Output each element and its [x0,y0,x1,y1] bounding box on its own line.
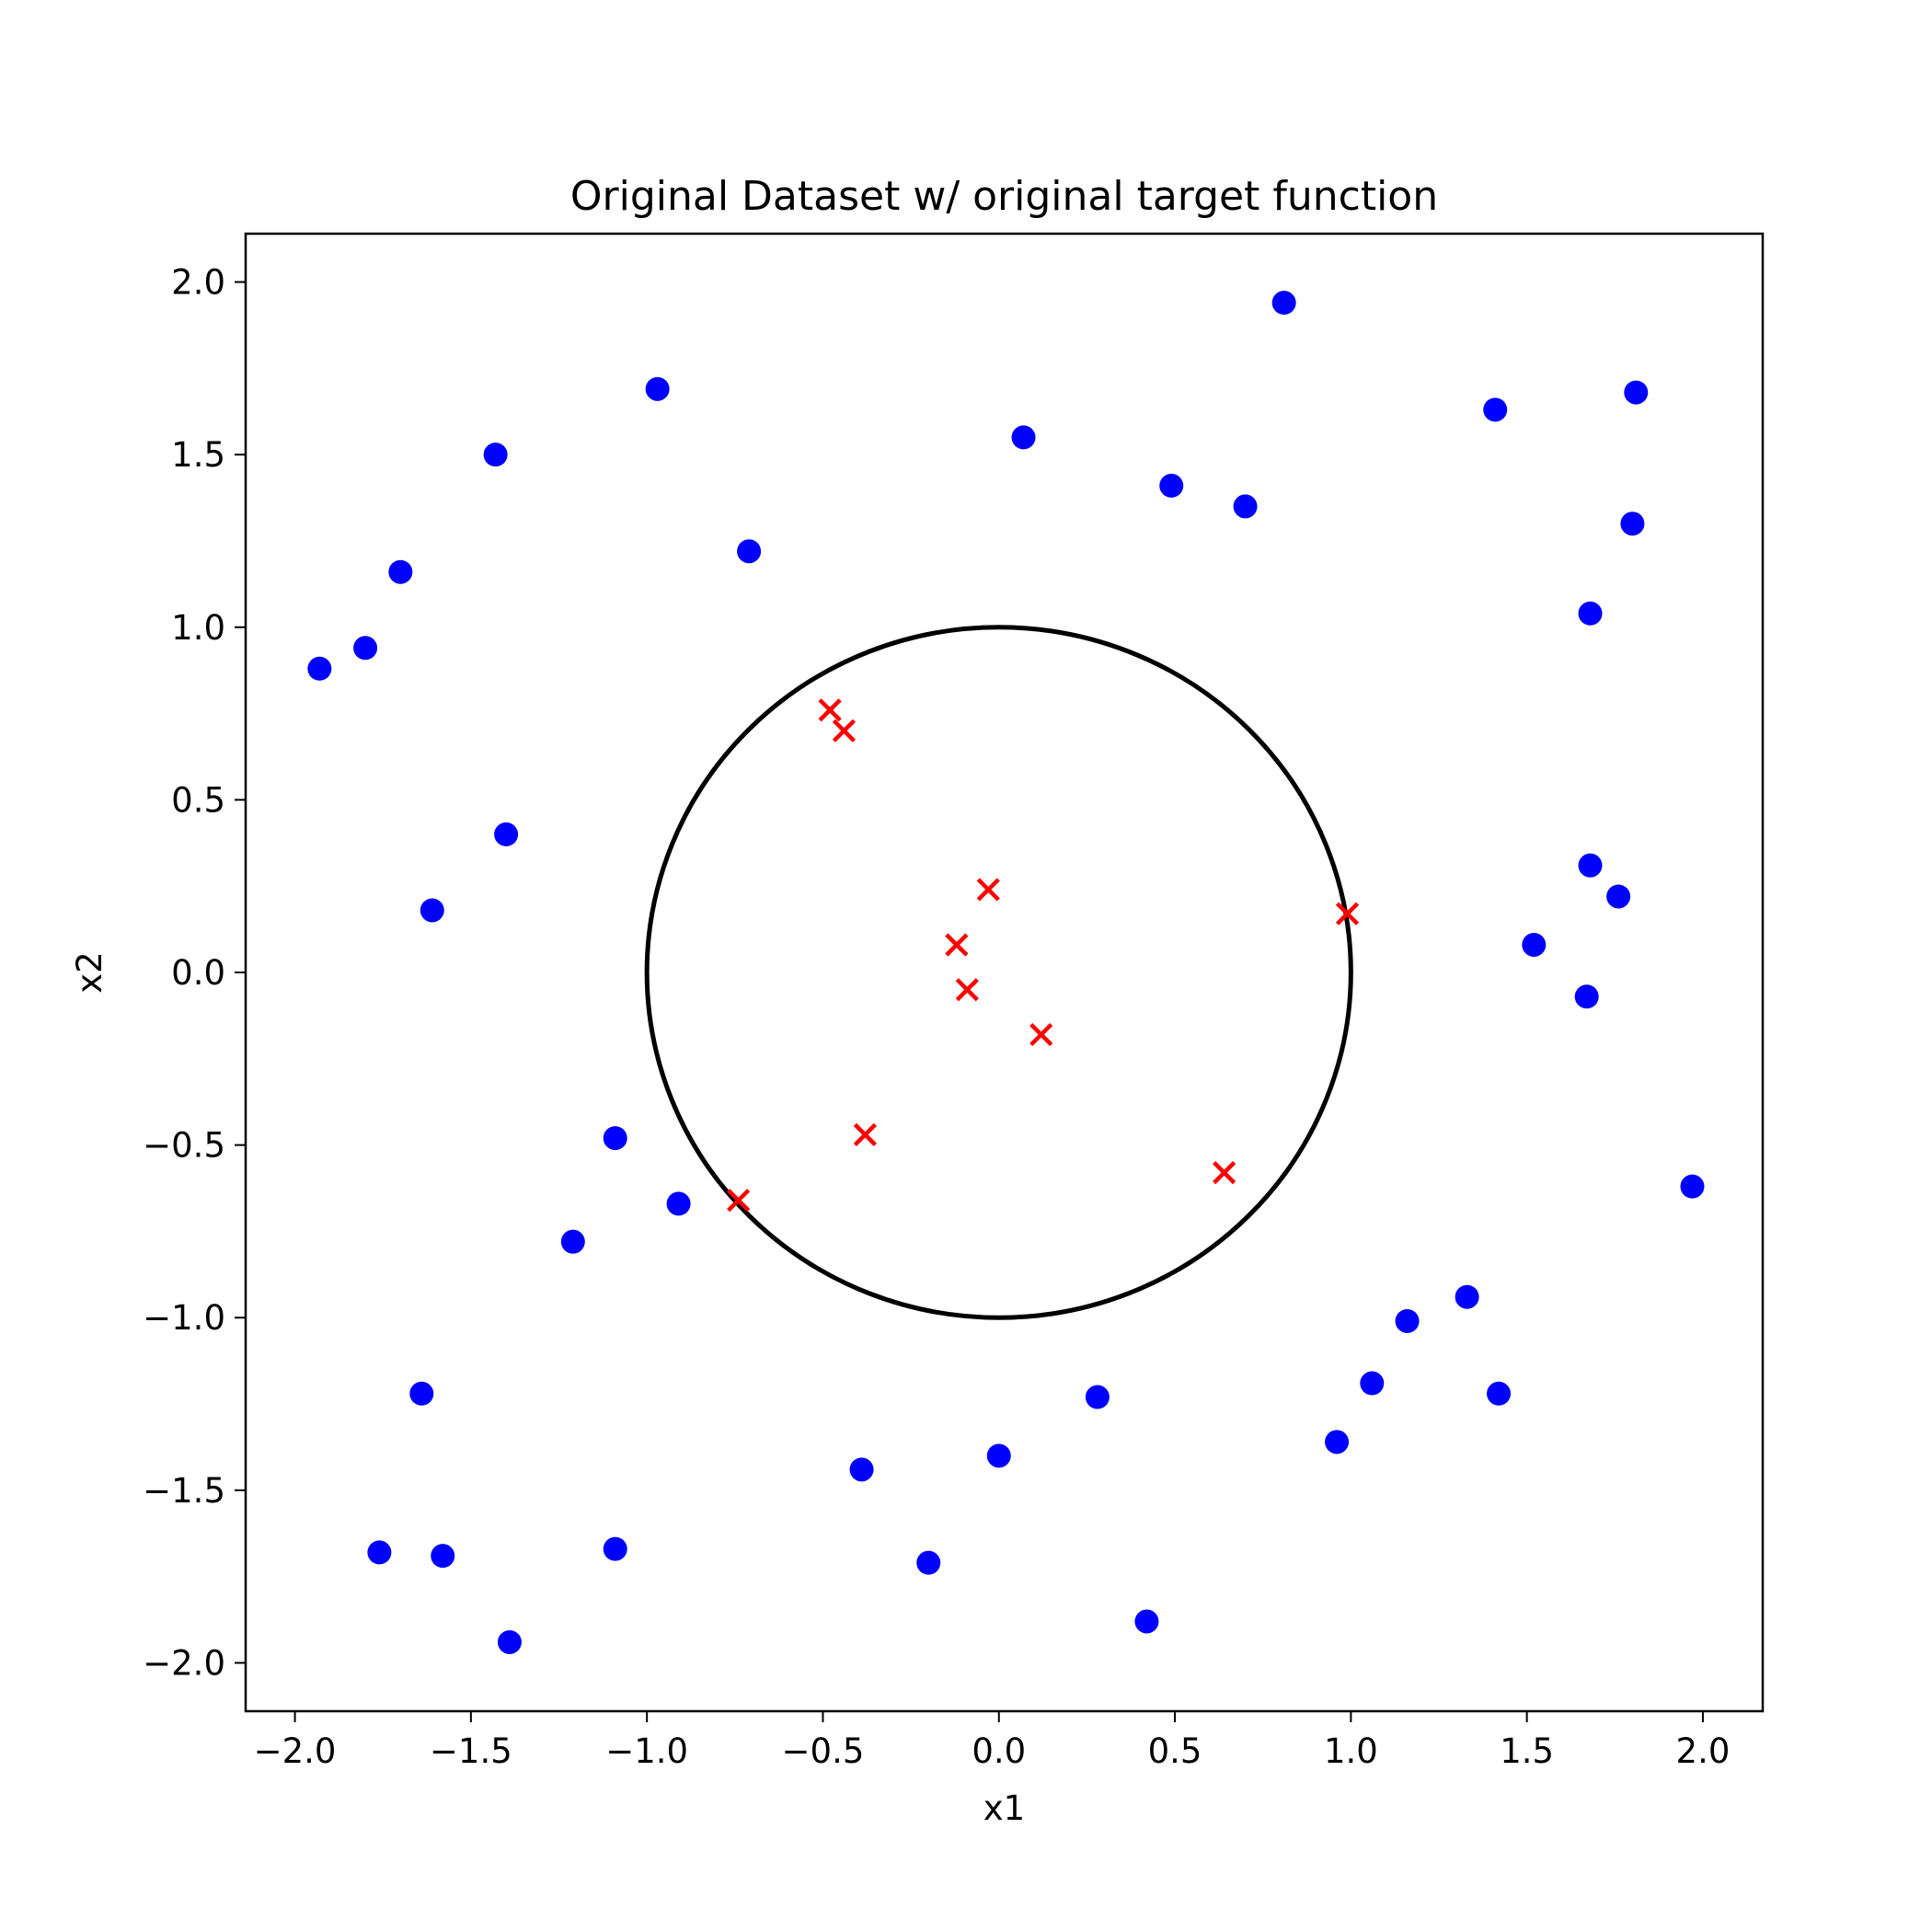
data-point-x [1213,1161,1236,1185]
data-point-circle [1522,932,1547,957]
x-tick-label: 0.0 [972,1731,1026,1771]
data-point-circle [1574,984,1599,1009]
plot-area [307,291,1705,1654]
x-marker-stroke [727,1189,751,1213]
data-point-circle [737,539,762,564]
data-point-circle [388,559,413,584]
x-tick-label: 1.0 [1324,1731,1378,1771]
x-marker-stroke [1029,1022,1053,1047]
y-tick-label: 0.0 [171,953,225,993]
data-point-x [955,978,979,1002]
data-point-x [976,878,1000,902]
y-tick-label: 1.0 [171,608,225,648]
axes-frame [244,232,1765,1713]
data-point-x [818,698,842,722]
data-point-circle [1455,1284,1479,1309]
y-axis-label: x2 [70,951,109,993]
data-point-circle [986,1443,1011,1468]
x-marker-stroke [955,978,979,1002]
data-point-x [1029,1022,1053,1047]
y-tick-label: 1.5 [171,435,225,475]
data-point-circle [849,1457,874,1482]
data-point-circle [603,1126,627,1151]
data-point-circle [483,443,508,467]
data-point-x [853,1122,877,1146]
data-point-circle [1085,1385,1110,1409]
data-point-circle [1360,1371,1385,1396]
y-tick-label: 0.5 [171,780,225,820]
data-point-circle [494,822,519,846]
data-point-circle [431,1544,455,1569]
data-point-circle [420,898,444,923]
x-tick-label: 0.5 [1148,1731,1202,1771]
data-point-circle [1271,291,1296,316]
data-point-x [1335,902,1360,926]
x-marker-stroke [1213,1161,1236,1185]
data-point-circle [307,656,332,681]
data-point-circle [1624,380,1649,405]
x-marker-stroke [832,719,857,742]
data-point-circle [645,376,670,401]
y-tick-label: −1.0 [143,1298,225,1338]
data-point-circle [1134,1609,1159,1634]
data-point-circle [916,1550,941,1575]
x-tick-label: 2.0 [1676,1731,1731,1771]
x-tick-label: 1.5 [1500,1731,1554,1771]
data-point-circle [1233,494,1258,519]
x-tick-label: −1.5 [430,1731,512,1771]
data-point-circle [603,1536,627,1561]
x-marker-stroke [818,698,842,722]
x-marker-stroke [1335,902,1360,926]
x-tick-label: −0.5 [782,1731,865,1771]
x-axis-label: x1 [983,1788,1025,1828]
data-point-x [727,1189,751,1213]
data-point-circle [1578,853,1603,878]
y-axis: −2.0 −1.5 −1.0 −0.5 0.0 0.5 1.0 1.5 2.0 [143,263,246,1683]
data-point-circle [560,1229,585,1254]
y-tick-label: 2.0 [171,263,225,303]
data-point-circle [1680,1174,1705,1199]
x-tick-label: −2.0 [254,1731,337,1771]
data-point-circle [1395,1308,1420,1333]
y-tick-label: −2.0 [143,1643,225,1683]
data-point-x [945,933,969,957]
data-point-circle [666,1191,691,1216]
data-point-circle [1578,601,1603,626]
y-tick-label: −1.5 [143,1471,225,1511]
target-function-circle [644,625,1353,1320]
x-marker-stroke [853,1122,877,1146]
x-axis: −2.0 −1.5 −1.0 −0.5 0.0 0.5 1.0 1.5 2.0 [254,1711,1731,1771]
data-point-circle [367,1540,392,1565]
chart-title: Original Dataset w/ original target func… [570,173,1438,220]
data-point-circle [1606,884,1631,909]
data-point-circle [1159,473,1184,498]
y-tick-label: −0.5 [143,1126,225,1166]
x-tick-label: −1.0 [605,1731,688,1771]
data-point-circle [353,636,378,661]
data-point-circle [1487,1381,1512,1406]
data-point-circle [497,1629,522,1654]
data-point-circle [1620,512,1645,536]
data-point-circle [1483,397,1508,422]
x-marker-stroke [976,878,1000,902]
x-marker-stroke [945,933,969,957]
data-point-circle [1011,425,1036,450]
data-point-x [832,719,857,742]
data-point-circle [1325,1430,1350,1455]
data-point-circle [409,1381,434,1406]
